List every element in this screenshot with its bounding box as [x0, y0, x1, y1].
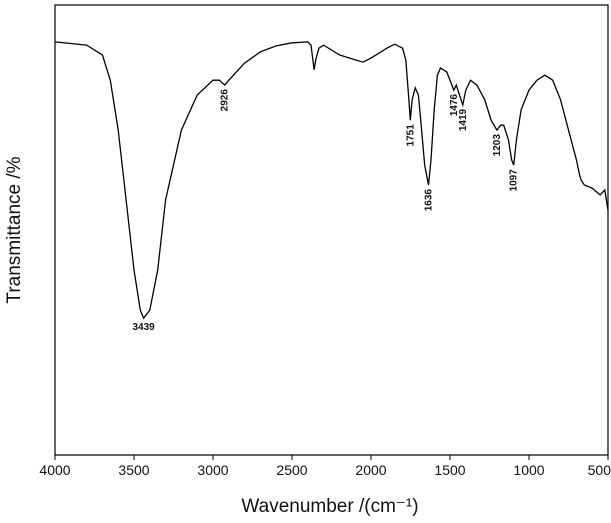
peak-label: 2926 [220, 89, 231, 112]
y-axis-title: Transmittance /% [4, 156, 25, 303]
x-tick-label: 4000 [39, 462, 70, 478]
x-tick-label: 500 [588, 462, 611, 478]
peak-label: 1476 [449, 94, 460, 117]
peak-label: 1419 [458, 108, 469, 131]
x-tick-label: 3000 [197, 462, 228, 478]
peak-label: 1097 [509, 169, 520, 192]
x-tick-label: 2000 [355, 462, 386, 478]
x-tick-label: 3500 [118, 462, 149, 478]
plot-frame [54, 4, 609, 456]
peak-label: 3439 [133, 322, 156, 333]
peak-label: 1203 [492, 134, 503, 157]
peak-label: 1751 [405, 124, 416, 147]
x-tick-label: 1000 [513, 462, 544, 478]
peak-label: 1636 [424, 189, 435, 212]
x-tick-label: 2500 [276, 462, 307, 478]
spectrum-line [54, 41, 609, 320]
x-axis-title: Wavenumber /(cm⁻¹) [241, 496, 418, 517]
x-tick-label: 1500 [434, 462, 465, 478]
